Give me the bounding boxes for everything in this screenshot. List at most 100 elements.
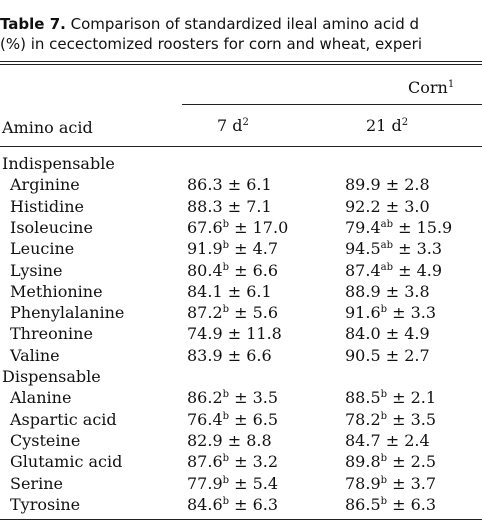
header-group-footnote: 1	[447, 79, 455, 90]
day7-superscript: b	[222, 219, 230, 230]
day21-superscript: b	[380, 453, 388, 464]
day7-sd: ± 3.5	[234, 388, 279, 407]
day7-sd: ± 17.0	[234, 218, 289, 237]
day21-superscript: b	[380, 496, 388, 507]
day21-superscript: b	[380, 389, 388, 400]
day7-superscript: b	[222, 496, 230, 507]
day21-sd: ± 3.8	[385, 282, 430, 301]
day7-sd: ± 6.1	[227, 175, 272, 194]
day21-mean: 84.0	[345, 324, 381, 343]
day7-mean: 91.9	[187, 239, 223, 258]
group-label: Indispensable	[2, 154, 115, 173]
day7-mean: 74.9	[187, 324, 223, 343]
table-caption: Table 7. Comparison of standardized ilea…	[0, 14, 482, 54]
caption-line-2: (%) in cecectomized roosters for corn an…	[0, 35, 422, 53]
header-21d-footnote: 2	[401, 117, 409, 128]
day7-sd: ± 6.6	[227, 346, 272, 365]
day21-mean: 94.5	[345, 239, 381, 258]
amino-acid-name: Methionine	[10, 282, 103, 301]
amino-acid-name: Glutamic acid	[10, 452, 123, 471]
header-21d: 21 d2	[366, 116, 408, 136]
header-group-label: Corn	[408, 78, 448, 97]
day21-mean: 87.4	[345, 261, 381, 280]
day21-value-cell: 84.7 ± 2.4	[345, 431, 430, 451]
day21-value-cell: 89.9 ± 2.8	[345, 175, 430, 195]
day21-mean: 91.6	[345, 303, 381, 322]
day21-sd: ± 3.3	[398, 239, 443, 258]
day7-value-cell: 91.9b ± 4.7	[187, 239, 278, 259]
day21-sd: ± 3.7	[392, 474, 437, 493]
day21-value-cell: 78.9b ± 3.7	[345, 474, 436, 494]
day21-value-cell: 91.6b ± 3.3	[345, 303, 436, 323]
day21-mean: 78.9	[345, 474, 381, 493]
header-rule	[0, 146, 482, 147]
day7-sd: ± 6.5	[234, 410, 279, 429]
day7-value-cell: 74.9 ± 11.8	[187, 324, 282, 344]
day7-sd: ± 6.1	[227, 282, 272, 301]
day7-mean: 84.6	[187, 495, 223, 514]
day7-superscript: b	[222, 262, 230, 273]
group-spanner-rule	[182, 104, 482, 105]
day21-mean: 78.2	[345, 410, 381, 429]
amino-acid-name: Valine	[10, 346, 60, 365]
day21-mean: 92.2	[345, 197, 381, 216]
day7-sd: ± 11.8	[227, 324, 282, 343]
day7-sd: ± 4.7	[234, 239, 279, 258]
day7-value-cell: 67.6b ± 17.0	[187, 218, 288, 238]
header-7d-footnote: 2	[242, 117, 249, 128]
day21-sd: ± 4.9	[398, 261, 443, 280]
day21-value-cell: 87.4ab ± 4.9	[345, 261, 442, 281]
day21-mean: 79.4	[345, 218, 381, 237]
day21-superscript: b	[380, 411, 388, 422]
day7-mean: 76.4	[187, 410, 223, 429]
header-group-corn: Corn1	[408, 78, 454, 98]
day7-value-cell: 86.2b ± 3.5	[187, 388, 278, 408]
day21-mean: 89.9	[345, 175, 381, 194]
day7-superscript: b	[222, 453, 230, 464]
day21-sd: ± 2.5	[392, 452, 437, 471]
day7-sd: ± 7.1	[227, 197, 272, 216]
header-21d-label: 21 d	[366, 116, 402, 135]
day21-sd: ± 3.5	[392, 410, 437, 429]
day7-sd: ± 3.2	[234, 452, 279, 471]
day7-sd: ± 6.6	[234, 261, 279, 280]
amino-acid-name: Alanine	[10, 388, 72, 407]
header-7d-label: 7 d	[217, 116, 243, 135]
day21-superscript: ab	[380, 219, 393, 230]
day7-mean: 77.9	[187, 474, 223, 493]
day7-value-cell: 87.2b ± 5.6	[187, 303, 278, 323]
day7-superscript: b	[222, 389, 230, 400]
day7-value-cell: 77.9b ± 5.4	[187, 474, 278, 494]
amino-acid-name: Tyrosine	[10, 495, 81, 514]
table-label: Table 7.	[0, 15, 66, 33]
day21-value-cell: 88.9 ± 3.8	[345, 282, 430, 302]
day7-mean: 86.3	[187, 175, 223, 194]
caption-line-1: Table 7. Comparison of standardized ilea…	[0, 14, 482, 34]
day21-value-cell: 92.2 ± 3.0	[345, 197, 430, 217]
amino-acid-name: Aspartic acid	[10, 410, 117, 429]
amino-acid-name: Arginine	[10, 175, 80, 194]
amino-acid-name: Serine	[10, 474, 63, 493]
day21-value-cell: 86.5b ± 6.3	[345, 495, 436, 515]
day7-sd: ± 8.8	[227, 431, 272, 450]
day7-mean: 80.4	[187, 261, 223, 280]
amino-acid-name: Lysine	[10, 261, 63, 280]
day21-value-cell: 78.2b ± 3.5	[345, 410, 436, 430]
day7-mean: 88.3	[187, 197, 223, 216]
group-label: Dispensable	[2, 367, 101, 386]
day21-sd: ± 15.9	[398, 218, 453, 237]
day21-sd: ± 6.3	[392, 495, 437, 514]
top-rule-double	[0, 64, 482, 65]
day7-mean: 87.2	[187, 303, 223, 322]
amino-acid-name: Phenylalanine	[10, 303, 125, 322]
day7-value-cell: 82.9 ± 8.8	[187, 431, 272, 451]
day7-sd: ± 5.6	[234, 303, 279, 322]
day7-sd: ± 5.4	[234, 474, 279, 493]
header-amino-acid: Amino acid	[2, 118, 93, 137]
day21-superscript: ab	[380, 262, 393, 273]
day21-sd: ± 2.7	[385, 346, 430, 365]
day21-mean: 88.9	[345, 282, 381, 301]
day21-mean: 84.7	[345, 431, 381, 450]
day7-value-cell: 86.3 ± 6.1	[187, 175, 272, 195]
day7-superscript: b	[222, 240, 230, 251]
